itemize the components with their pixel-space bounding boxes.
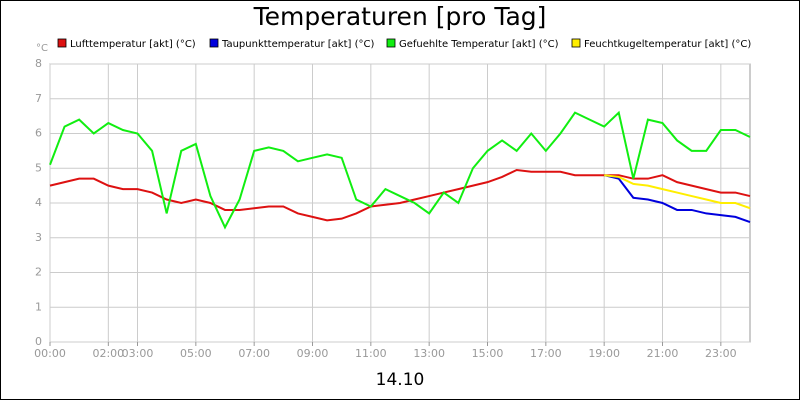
legend-label: Taupunkttemperatur [akt] (°C)	[221, 39, 374, 50]
series-line	[604, 174, 751, 210]
x-tick-label: 19:00	[588, 347, 620, 360]
legend-label: Lufttemperatur [akt] (°C)	[70, 39, 196, 50]
y-tick-label: 6	[35, 127, 42, 140]
series-line	[603, 174, 751, 224]
y-tick-label: 1	[35, 300, 42, 313]
legend-swatch	[386, 38, 396, 48]
x-tick-label: 09:00	[297, 347, 329, 360]
y-tick-label: 2	[35, 266, 42, 279]
y-tick-label: 7	[35, 92, 42, 105]
x-tick-label: 15:00	[472, 347, 504, 360]
x-axis-label: 14.10	[376, 370, 425, 390]
x-tick-label: 11:00	[355, 347, 387, 360]
x-tick-label: 21:00	[647, 347, 679, 360]
y-tick-label: 4	[35, 196, 42, 209]
y-tick-label: 0	[35, 335, 42, 348]
chart-title: Temperaturen [pro Tag]	[253, 2, 547, 31]
x-tick-label: 03:00	[122, 347, 154, 360]
legend-swatch	[209, 38, 219, 48]
y-tick-label: 3	[35, 231, 42, 244]
series-line	[49, 110, 751, 230]
legend-swatch	[571, 38, 581, 48]
legend-label: Feuchtkugeltemperatur [akt] (°C)	[584, 39, 751, 50]
legend-label: Gefuehlte Temperatur [akt] (°C)	[399, 39, 559, 50]
y-tick-label: 5	[35, 161, 42, 174]
x-tick-label: 23:00	[705, 347, 737, 360]
legend-swatch	[57, 38, 67, 48]
x-tick-label: 05:00	[180, 347, 212, 360]
y-axis-label: °C	[36, 43, 48, 54]
x-tick-label: 07:00	[238, 347, 270, 360]
y-tick-label: 8	[35, 57, 42, 70]
x-tick-label: 17:00	[530, 347, 562, 360]
x-tick-label: 00:00	[34, 347, 66, 360]
x-tick-label: 13:00	[413, 347, 445, 360]
x-tick-label: 02:00	[92, 347, 124, 360]
